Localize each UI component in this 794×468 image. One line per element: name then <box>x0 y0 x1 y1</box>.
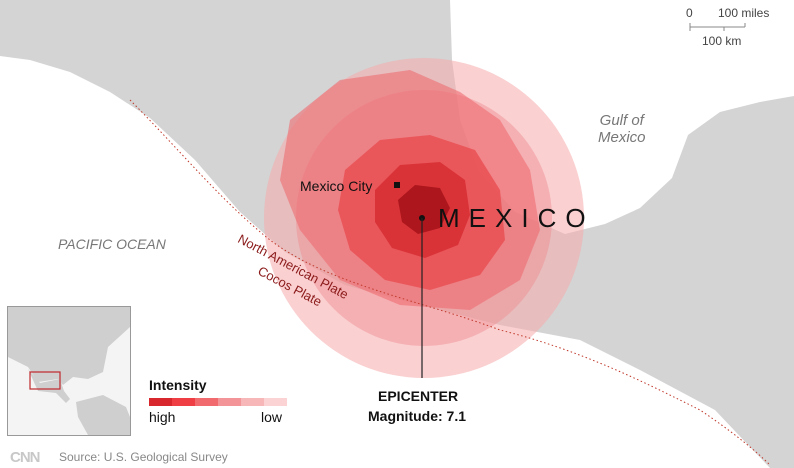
scale-bar <box>689 23 746 31</box>
legend-swatch-5 <box>241 398 264 406</box>
pacific-ocean-label: PACIFIC OCEAN <box>58 236 166 252</box>
intensity-zone-1 <box>398 185 450 234</box>
mexico-city-label: Mexico City <box>300 178 373 194</box>
epicenter-title: EPICENTER <box>378 388 459 404</box>
inset-north-america <box>8 307 130 385</box>
scale-miles: 100 miles <box>718 6 770 20</box>
scale-km: 100 km <box>702 34 742 48</box>
inset-south-america <box>76 395 130 435</box>
source-credit: Source: U.S. Geological Survey <box>59 450 228 464</box>
locator-inset-map <box>7 306 131 436</box>
legend-swatch-2 <box>172 398 195 406</box>
mexico-city-marker[interactable] <box>394 182 400 188</box>
legend-title: Intensity <box>149 377 207 393</box>
gulf-of-mexico-label: Gulf of Mexico <box>598 112 646 147</box>
legend-swatch-1 <box>149 398 172 406</box>
inset-location-box <box>29 371 61 390</box>
legend-swatch-4 <box>218 398 241 406</box>
inset-central-america <box>28 369 70 403</box>
legend-low: low <box>261 409 283 425</box>
legend-high: high <box>149 409 176 425</box>
cnn-logo: CNN <box>10 449 40 466</box>
gulf-label-line2: Mexico <box>598 129 646 147</box>
scale-zero: 0 <box>686 6 693 20</box>
inset-canvas <box>8 307 130 435</box>
epicenter-magnitude: Magnitude: 7.1 <box>368 408 467 424</box>
legend-swatch-6 <box>264 398 287 406</box>
gulf-label-line1: Gulf of <box>599 112 644 129</box>
legend-swatch-3 <box>195 398 218 406</box>
country-label: MEXICO <box>438 203 595 233</box>
